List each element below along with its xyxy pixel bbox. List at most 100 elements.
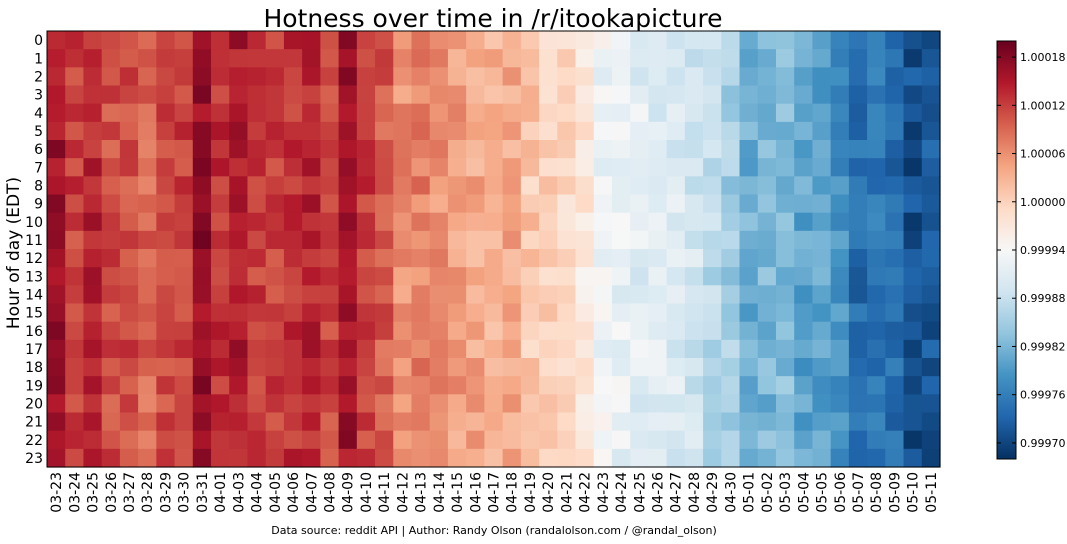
heatmap-cell (65, 412, 85, 432)
heatmap-cell (156, 31, 176, 50)
heatmap-cell (429, 321, 449, 341)
heatmap-cell (192, 230, 212, 250)
heatmap-cell (156, 267, 176, 286)
y-tick-label: 4 (34, 106, 43, 122)
heatmap-cell (174, 321, 194, 341)
heatmap-cell (174, 394, 194, 414)
heatmap-cell (65, 194, 85, 214)
heatmap-cell (47, 85, 66, 105)
heatmap-cell (539, 249, 558, 268)
y-tick-label: 1 (34, 51, 43, 67)
heatmap-cell (393, 103, 413, 123)
heatmap-cell (320, 321, 340, 341)
heatmap-cell (265, 194, 285, 214)
heatmap-cell (229, 103, 249, 123)
heatmap-cell (611, 303, 631, 323)
heatmap-cell (830, 412, 850, 432)
heatmap-cell (466, 230, 485, 250)
heatmap-cell (830, 85, 850, 105)
heatmap-cell (101, 67, 121, 87)
heatmap-cell (156, 212, 176, 232)
heatmap-cell (429, 85, 449, 105)
heatmap-cell (867, 103, 886, 123)
heatmap-cell (794, 103, 814, 123)
heatmap-cell (138, 85, 157, 105)
heatmap-cell (101, 140, 121, 159)
heatmap-cell (921, 358, 941, 377)
heatmap-cell (648, 358, 668, 377)
y-tick-label: 6 (34, 142, 43, 158)
heatmap-cell (229, 448, 249, 468)
heatmap-cell (302, 85, 321, 105)
heatmap-cell (775, 448, 795, 468)
heatmap-cell (47, 158, 66, 177)
heatmap-cell (119, 85, 139, 105)
heatmap-cell (47, 394, 66, 414)
heatmap-cell (265, 31, 285, 50)
heatmap-cell (466, 394, 485, 414)
heatmap-cell (338, 85, 358, 105)
heatmap-cell (502, 267, 522, 286)
heatmap-cell (593, 49, 613, 68)
heatmap-cell (338, 176, 358, 196)
heatmap-cell (411, 121, 431, 141)
heatmap-cell (466, 303, 485, 323)
heatmap-cell (302, 158, 321, 177)
heatmap-cell (684, 158, 704, 177)
heatmap-cell (575, 85, 595, 105)
x-tick-label: 04-30 (723, 472, 739, 513)
heatmap-cell (447, 249, 467, 268)
heatmap-cell (320, 121, 340, 141)
heatmap-cell (356, 412, 376, 432)
heatmap-cell (229, 85, 249, 105)
heatmap-cell (903, 67, 923, 87)
heatmap-cell (885, 31, 905, 50)
heatmap-cell (138, 448, 157, 468)
heatmap-cell (411, 212, 431, 232)
heatmap-cell (630, 121, 649, 141)
heatmap-cell (411, 85, 431, 105)
heatmap-cell (830, 448, 850, 468)
heatmap-cell (520, 31, 540, 50)
heatmap-cell (393, 49, 413, 68)
heatmap-cell (192, 430, 212, 450)
heatmap-cell (119, 285, 139, 305)
heatmap-cell (192, 212, 212, 232)
heatmap-cell (520, 194, 540, 214)
heatmap-cell (557, 358, 577, 377)
heatmap-cell (830, 249, 850, 268)
heatmap-cell (684, 67, 704, 87)
heatmap-cell (356, 339, 376, 359)
heatmap-cell (557, 212, 577, 232)
heatmap-cell (356, 230, 376, 250)
heatmap-cell (283, 267, 303, 286)
heatmap-cell (375, 140, 394, 159)
heatmap-cell (119, 430, 139, 450)
heatmap-cell (447, 285, 467, 305)
heatmap-cell (411, 194, 431, 214)
heatmap-cell (502, 412, 522, 432)
heatmap-cell (156, 430, 176, 450)
heatmap-cell (429, 103, 449, 123)
heatmap-cell (83, 267, 103, 286)
heatmap-cell (83, 303, 103, 323)
heatmap-cell (411, 230, 431, 250)
heatmap-cell (539, 176, 558, 196)
heatmap-cell (830, 212, 850, 232)
heatmap-cell (903, 285, 923, 305)
heatmap-cell (848, 430, 868, 450)
heatmap-cell (611, 376, 631, 395)
heatmap-cell (721, 358, 741, 377)
y-tick-label: 2 (34, 69, 43, 85)
heatmap-cell (666, 67, 686, 87)
heatmap-cell (557, 140, 577, 159)
heatmap-cell (484, 140, 504, 159)
heatmap-cell (775, 394, 795, 414)
heatmap-cell (611, 267, 631, 286)
heatmap-cell (484, 267, 504, 286)
heatmap-cell (575, 158, 595, 177)
heatmap-cell (429, 67, 449, 87)
heatmap-cell (229, 194, 249, 214)
heatmap-cell (703, 430, 722, 450)
heatmap-cell (539, 31, 558, 50)
